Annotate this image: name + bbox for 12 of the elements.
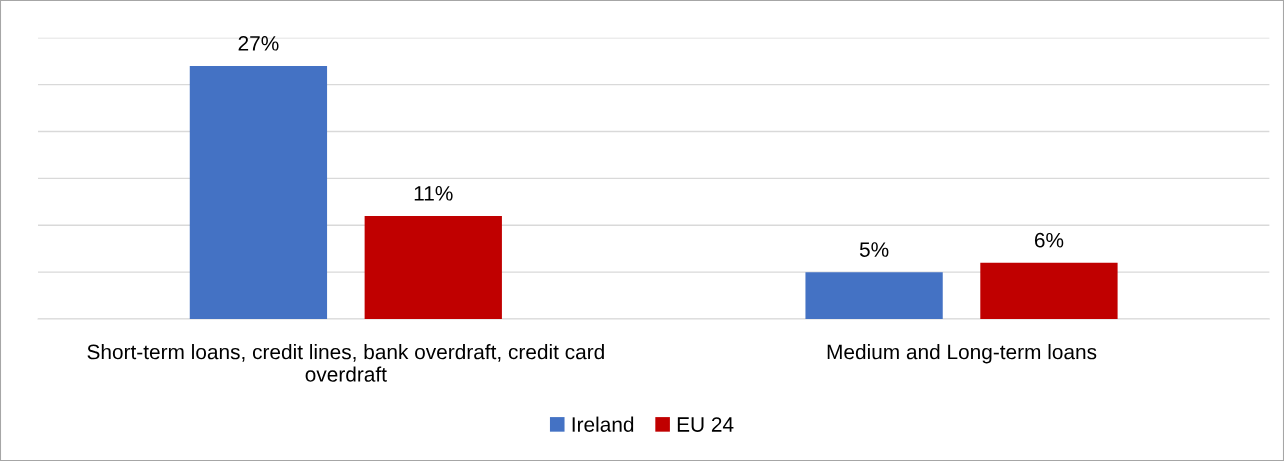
- x-tick-label: Medium and Long-term loans: [827, 344, 1097, 364]
- bar: [364, 215, 502, 320]
- bar: [189, 65, 328, 320]
- bar: [805, 272, 943, 320]
- legend-label: Ireland: [572, 416, 634, 432]
- data-label: 11%: [414, 186, 453, 201]
- data-label: 6%: [1034, 232, 1064, 248]
- data-label: 5%: [859, 242, 889, 257]
- x-tick-label: Short-term loans, credit lines, bank overdraft, credit card overdraft: [87, 344, 604, 382]
- data-label: 27%: [238, 35, 279, 51]
- bar: [980, 262, 1118, 320]
- legend-label: EU 24: [677, 417, 734, 432]
